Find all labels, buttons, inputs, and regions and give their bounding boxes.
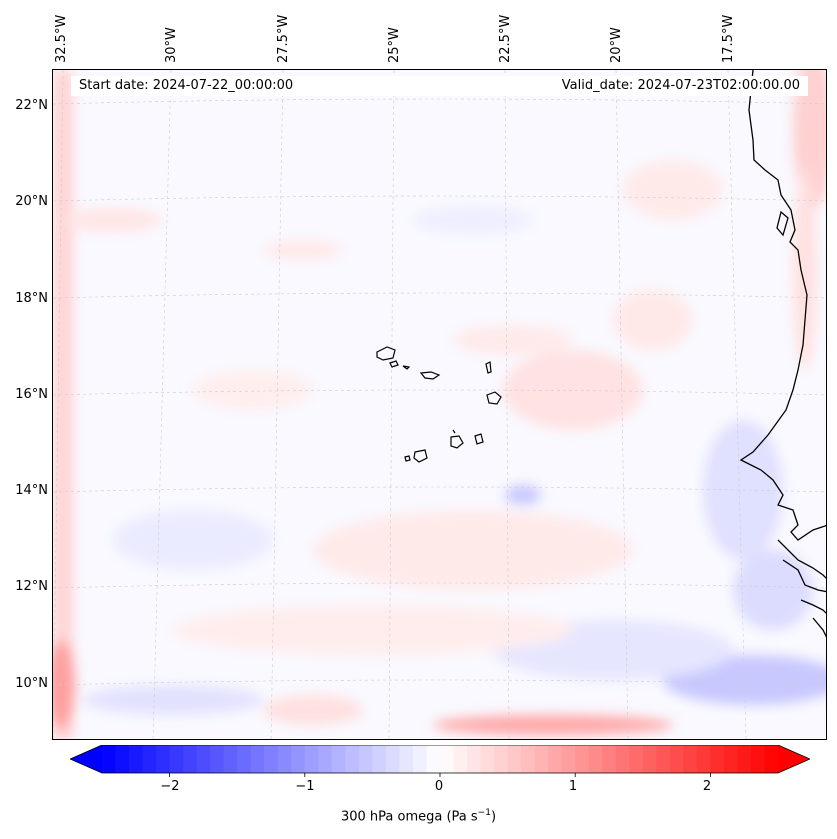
lon-label-17-5w: 17.5°W [721, 15, 736, 63]
lon-label-25w: 25°W [387, 27, 402, 63]
colorbar-segment [102, 745, 116, 773]
lat-label-18n: 18°N [0, 291, 48, 306]
start-date-text: Start date: 2024-07-22_00:00:00 [79, 78, 293, 93]
colorbar-segment [210, 745, 224, 773]
colorbar-segment [197, 745, 211, 773]
colorbar-label-text: 300 hPa omega (Pa s [341, 809, 478, 824]
colorbar-segment [454, 745, 468, 773]
lon-label-32-5w: 32.5°W [54, 15, 69, 63]
colorbar-segment [318, 745, 332, 773]
lat-label-10n: 10°N [0, 676, 48, 691]
colorbar-segment [170, 745, 184, 773]
lon-label-22-5w: 22.5°W [498, 15, 513, 63]
colorbar-label: 300 hPa omega (Pa s−1) [0, 808, 837, 824]
colorbar-tick-label: −1 [295, 779, 314, 794]
colorbar-segment [143, 745, 157, 773]
colorbar-tick-label: 2 [703, 779, 711, 794]
lat-label-22n: 22°N [0, 98, 48, 113]
colorbar-segment [697, 745, 711, 773]
colorbar-segment [494, 745, 508, 773]
colorbar-segment [521, 745, 535, 773]
colorbar-segment [535, 745, 549, 773]
colorbar-segment [724, 745, 738, 773]
lat-label-12n: 12°N [0, 579, 48, 594]
colorbar-segment [751, 745, 765, 773]
colorbar-segment [683, 745, 697, 773]
colorbar-extend-min [70, 745, 102, 773]
colorbar-segment [589, 745, 603, 773]
lat-label-16n: 16°N [0, 387, 48, 402]
colorbar-segment [562, 745, 576, 773]
colorbar-segment [278, 745, 292, 773]
colorbar-segment [616, 745, 630, 773]
colorbar-segment [129, 745, 143, 773]
colorbar-segment [426, 745, 440, 773]
colorbar-segment [413, 745, 427, 773]
colorbar-segment [264, 745, 278, 773]
omega-field [53, 70, 827, 740]
colorbar-segment [251, 745, 265, 773]
colorbar-segment [656, 745, 670, 773]
lon-label-20w: 20°W [609, 27, 624, 63]
colorbar-segment [467, 745, 481, 773]
colorbar-segment [548, 745, 562, 773]
colorbar-segment [602, 745, 616, 773]
colorbar-segment [305, 745, 319, 773]
colorbar-tick-label: 1 [569, 779, 577, 794]
lat-label-20n: 20°N [0, 194, 48, 209]
colorbar-segment [737, 745, 751, 773]
colorbar-segment [386, 745, 400, 773]
colorbar-tick-label: −2 [160, 779, 179, 794]
colorbar-segment [224, 745, 238, 773]
colorbar-segment [670, 745, 684, 773]
colorbar-segment [345, 745, 359, 773]
colorbar-extend-max [778, 745, 810, 773]
colorbar-label-exponent: −1 [478, 808, 491, 818]
map-panel [52, 69, 827, 740]
valid-date-text: Valid_date: 2024-07-23T02:00:00.00 [562, 78, 800, 93]
colorbar-tick-label: 0 [435, 779, 443, 794]
colorbar-segment [440, 745, 454, 773]
colorbar-segment [359, 745, 373, 773]
colorbar-segment [710, 745, 724, 773]
colorbar-segment [183, 745, 197, 773]
colorbar-segment [291, 745, 305, 773]
colorbar [70, 745, 810, 777]
colorbar-segment [156, 745, 170, 773]
colorbar-segment [643, 745, 657, 773]
colorbar-label-end: ) [491, 809, 496, 824]
colorbar-segment [116, 745, 130, 773]
lat-label-14n: 14°N [0, 483, 48, 498]
lon-label-27-5w: 27.5°W [276, 15, 291, 63]
colorbar-segment [237, 745, 251, 773]
colorbar-segment [399, 745, 413, 773]
colorbar-segment [481, 745, 495, 773]
colorbar-segment [332, 745, 346, 773]
colorbar-segment [575, 745, 589, 773]
colorbar-segment [764, 745, 778, 773]
colorbar-segment [508, 745, 522, 773]
colorbar-segment [629, 745, 643, 773]
colorbar-segment [372, 745, 386, 773]
lon-label-30w: 30°W [164, 27, 179, 63]
